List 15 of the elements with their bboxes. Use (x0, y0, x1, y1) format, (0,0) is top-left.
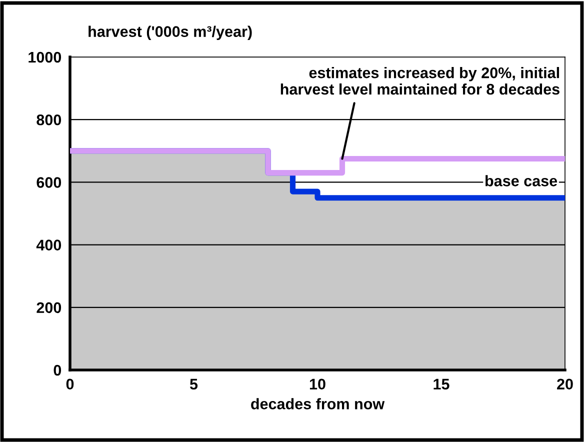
x-axis-title: decades from now (251, 398, 385, 410)
text: estimates increased by 20%, initial harvest level maintained for 8 decades (280, 66, 560, 95)
series-label: base case (486, 175, 558, 186)
x-tick-label: 20 (557, 378, 573, 390)
y-tick-label: 400 (36, 240, 62, 250)
x-tick-label: 10 (310, 378, 326, 390)
x-tick-label: 5 (190, 378, 198, 390)
y-tick-label: 1000 (28, 52, 62, 63)
y-tick-label: 200 (36, 302, 62, 314)
x-tick-label: 0 (66, 378, 74, 390)
y-tick-label: 800 (36, 114, 62, 126)
y-axis-title: harvest ('000s m³/year) (88, 26, 252, 40)
y-tick-label: 0 (54, 364, 62, 376)
y-tick-label: 600 (36, 177, 62, 188)
x-tick-label: 15 (434, 378, 450, 390)
